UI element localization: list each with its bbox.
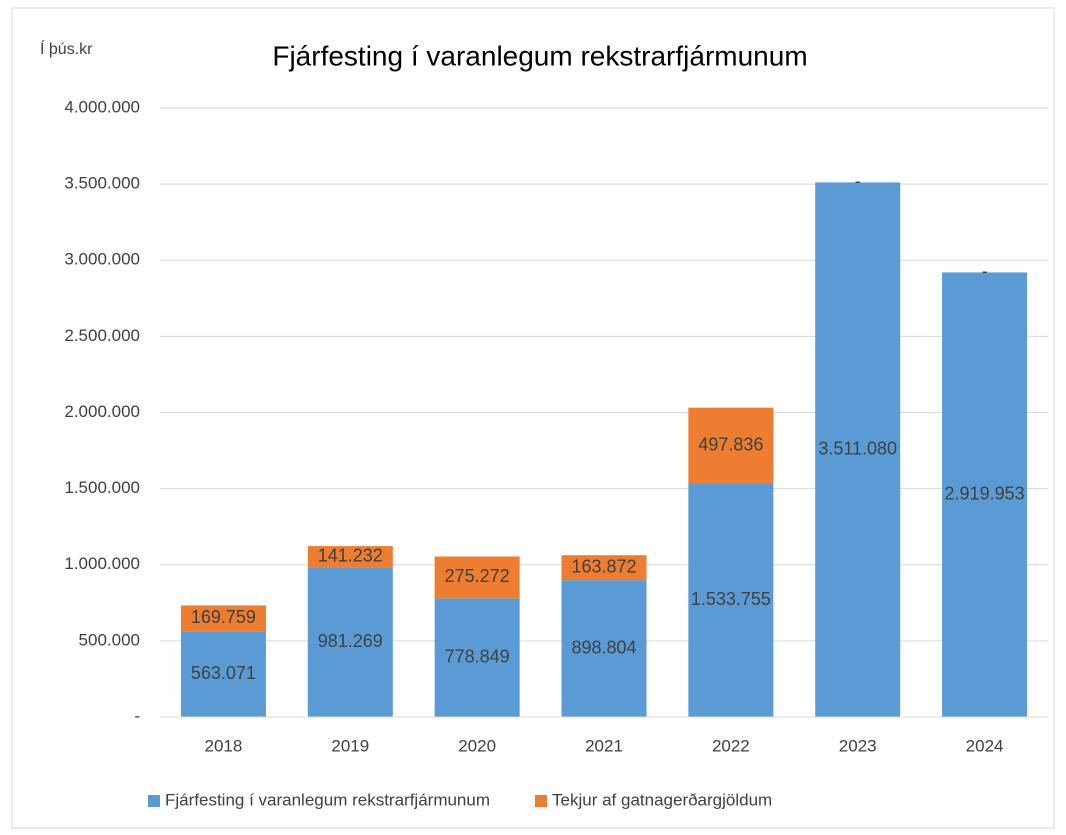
data-label: 163.872: [571, 556, 636, 576]
y-tick-label: 1.500.000: [64, 478, 140, 497]
bar-segment: [815, 182, 901, 718]
legend-label: Fjárfesting í varanlegum rekstrarfjármun…: [165, 790, 490, 809]
bar-segment: [434, 598, 520, 717]
bar-segment: [561, 555, 647, 581]
data-label: -: [982, 261, 988, 281]
bar-segment: [307, 546, 393, 568]
x-tick-label: 2023: [839, 736, 877, 755]
data-label: 563.071: [191, 663, 256, 683]
y-axis-label: Í þús.kr: [40, 39, 93, 58]
data-label: 3.511.080: [818, 438, 897, 458]
data-label: 169.759: [191, 607, 256, 627]
data-label: 981.269: [318, 631, 383, 651]
data-label: 141.232: [318, 546, 383, 566]
y-tick-label: 2.500.000: [64, 326, 140, 345]
data-label: 778.849: [445, 646, 510, 666]
x-tick-label: 2022: [712, 736, 750, 755]
x-tick-label: 2018: [205, 736, 243, 755]
data-label: 1.533.755: [691, 589, 771, 609]
y-tick-label: -: [134, 706, 140, 725]
chart-title: Fjárfesting í varanlegum rekstrarfjármun…: [272, 40, 807, 71]
legend-swatch: [535, 795, 548, 807]
data-label: 898.804: [571, 637, 636, 657]
y-tick-label: 3.000.000: [64, 250, 140, 269]
data-label: 275.272: [445, 566, 510, 586]
bar-segment: [688, 407, 774, 484]
y-tick-label: 3.500.000: [64, 174, 140, 193]
bar-segment: [561, 580, 647, 717]
data-label: 2.919.953: [945, 483, 1025, 503]
bar-segment: [307, 567, 393, 717]
data-label: 497.836: [698, 434, 763, 454]
legend-label: Tekjur af gatnagerðargjöldum: [552, 790, 772, 809]
x-tick-label: 2021: [585, 736, 623, 755]
bar-segment: [434, 556, 520, 599]
data-label: -: [855, 171, 861, 191]
x-tick-label: 2019: [331, 736, 369, 755]
bar-segment: [942, 272, 1028, 717]
legend-swatch: [148, 795, 160, 807]
y-tick-label: 4.000.000: [64, 97, 140, 116]
x-tick-label: 2020: [458, 736, 496, 755]
y-tick-label: 500.000: [79, 630, 140, 649]
x-tick-label: 2024: [966, 736, 1004, 755]
bar-segment: [180, 631, 266, 717]
y-tick-label: 2.000.000: [64, 402, 140, 421]
bar-segment: [688, 483, 774, 717]
y-tick-label: 1.000.000: [64, 554, 140, 573]
bar-segment: [180, 605, 266, 632]
